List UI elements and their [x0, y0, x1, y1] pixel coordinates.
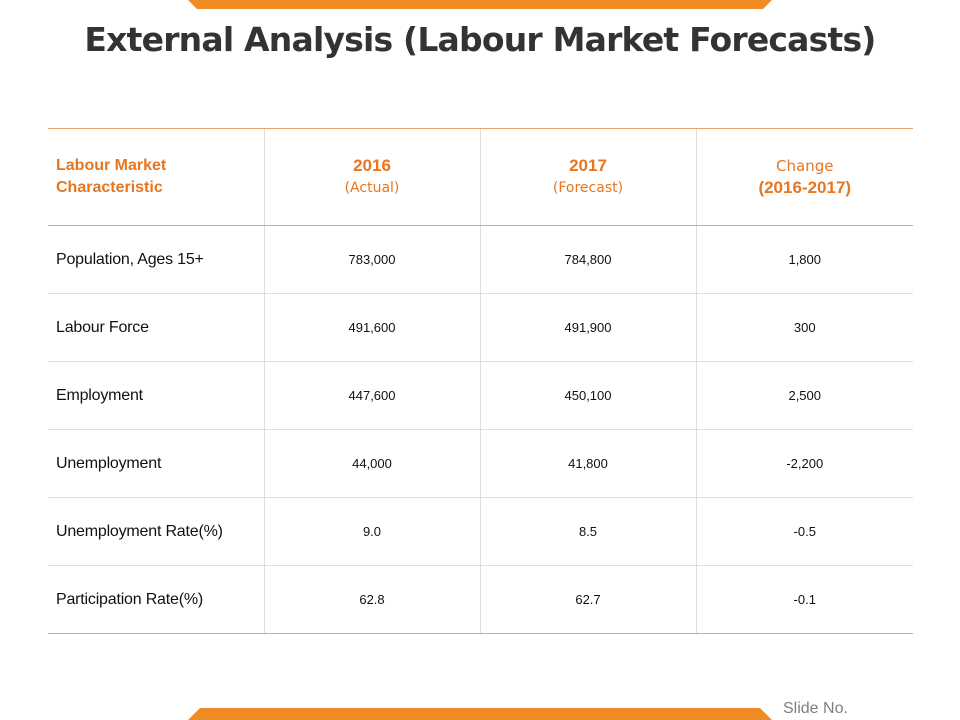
- header-2016: 2016 (Actual): [263, 128, 480, 226]
- row-label: Population, Ages 15+: [48, 225, 264, 294]
- cell-2017: 62.7: [479, 565, 696, 634]
- row-label: Participation Rate(%): [48, 565, 264, 634]
- cell-change: -2,200: [695, 429, 913, 498]
- top-accent-bar: [188, 0, 772, 9]
- header-characteristic: Labour Market Characteristic: [48, 128, 264, 226]
- table-header-row: Labour Market Characteristic 2016 (Actua…: [48, 128, 913, 226]
- cell-change: -0.1: [695, 565, 913, 634]
- cell-2016: 62.8: [263, 565, 480, 634]
- cell-change: 300: [695, 293, 913, 362]
- row-label: Labour Force: [48, 293, 264, 362]
- cell-2017: 8.5: [479, 497, 696, 566]
- slide-title: External Analysis (Labour Market Forecas…: [84, 20, 876, 59]
- cell-2016: 491,600: [263, 293, 480, 362]
- header-characteristic-label: Labour Market Characteristic: [56, 157, 167, 196]
- header-change-sub: (2016-2017): [758, 178, 852, 197]
- table-row: Labour Force 491,600 491,900 300: [48, 293, 913, 362]
- cell-2017: 41,800: [479, 429, 696, 498]
- cell-2017: 784,800: [479, 225, 696, 294]
- table-row: Unemployment 44,000 41,800 -2,200: [48, 429, 913, 498]
- table-row: Unemployment Rate(%) 9.0 8.5 -0.5: [48, 497, 913, 566]
- header-2016-sub: (Actual): [344, 180, 400, 196]
- table-row: Employment 447,600 450,100 2,500: [48, 361, 913, 430]
- header-2017-year: 2017: [569, 156, 607, 175]
- header-change: Change (2016-2017): [695, 128, 913, 226]
- cell-change: 1,800: [695, 225, 913, 294]
- cell-2017: 450,100: [479, 361, 696, 430]
- cell-change: 2,500: [695, 361, 913, 430]
- cell-2016: 447,600: [263, 361, 480, 430]
- row-label: Employment: [48, 361, 264, 430]
- slide-number-label: Slide No.: [783, 700, 848, 717]
- header-2017-sub: (Forecast): [552, 180, 624, 196]
- table-row: Population, Ages 15+ 783,000 784,800 1,8…: [48, 225, 913, 294]
- cell-2016: 783,000: [263, 225, 480, 294]
- header-2017: 2017 (Forecast): [479, 128, 696, 226]
- bottom-accent-bar: [188, 708, 772, 720]
- labour-market-table: Labour Market Characteristic 2016 (Actua…: [48, 128, 913, 634]
- table-row: Participation Rate(%) 62.8 62.7 -0.1: [48, 565, 913, 634]
- header-2016-year: 2016: [353, 156, 391, 175]
- cell-2017: 491,900: [479, 293, 696, 362]
- header-change-label: Change: [776, 157, 834, 175]
- cell-2016: 9.0: [263, 497, 480, 566]
- cell-change: -0.5: [695, 497, 913, 566]
- row-label: Unemployment Rate(%): [48, 497, 264, 566]
- cell-2016: 44,000: [263, 429, 480, 498]
- row-label: Unemployment: [48, 429, 264, 498]
